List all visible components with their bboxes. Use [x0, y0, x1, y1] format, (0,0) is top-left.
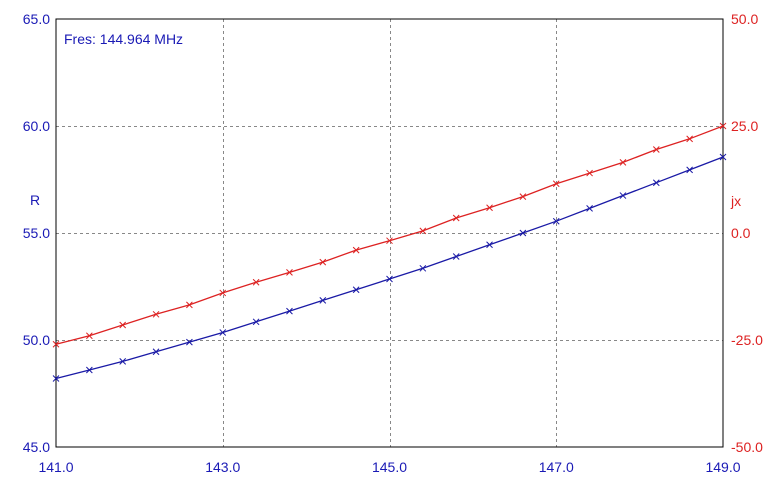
r-series-point — [719, 153, 727, 161]
series-layer — [52, 122, 727, 382]
jx-series-point — [186, 301, 193, 309]
left-tick-label: 55.0 — [23, 225, 50, 241]
jx-series-point — [386, 237, 393, 245]
left-tick-label: 50.0 — [23, 332, 50, 348]
right-tick-labels: -50.0 -25.0 0.0 25.0 50.0 — [731, 11, 763, 455]
jx-series-point — [519, 193, 527, 200]
r-series-point — [219, 329, 227, 336]
jx-series-point — [85, 332, 93, 340]
left-tick-label: 60.0 — [23, 118, 50, 134]
jx-series-point — [486, 204, 493, 212]
r-series-line — [55, 156, 724, 380]
r-series-point — [186, 338, 193, 346]
right-tick-label: 25.0 — [731, 118, 758, 134]
r-series-point — [152, 348, 160, 356]
r-series-point — [252, 318, 260, 326]
r-series-point — [619, 192, 627, 199]
grid-layer — [56, 19, 723, 447]
right-tick-label: -25.0 — [731, 332, 763, 348]
r-series-point — [119, 358, 127, 365]
x-tick-label: 143.0 — [205, 459, 240, 475]
jx-series-point — [319, 258, 327, 266]
r-series-point — [52, 375, 60, 382]
r-series-point — [386, 275, 393, 283]
jx-series-line — [55, 125, 724, 345]
r-series-point — [552, 217, 560, 225]
r-series-point — [319, 297, 327, 304]
r-series-point — [419, 264, 427, 272]
r-series-point — [652, 179, 660, 187]
jx-series-point — [586, 169, 593, 177]
jx-series-point — [119, 321, 127, 329]
x-tick-label: 147.0 — [539, 459, 574, 475]
r-series-point — [286, 307, 293, 315]
r-series-point — [519, 229, 527, 237]
r-series-point — [686, 166, 694, 174]
jx-series-point — [52, 340, 60, 348]
jx-series-point — [652, 146, 660, 153]
x-tick-label: 145.0 — [372, 459, 407, 475]
x-tick-labels: 141.0 143.0 145.0 147.0 149.0 — [38, 459, 740, 475]
x-tick-label: 149.0 — [705, 459, 740, 475]
jx-series-point — [352, 246, 360, 254]
right-axis-label: jx — [730, 193, 741, 209]
right-tick-label: -50.0 — [731, 439, 763, 455]
left-axis-label: R — [30, 192, 40, 208]
jx-series-point — [419, 227, 427, 235]
jx-series-point — [452, 214, 460, 222]
r-series-point — [586, 205, 593, 212]
jx-series-point — [686, 135, 694, 143]
jx-series-point — [552, 180, 560, 188]
right-tick-label: 0.0 — [731, 225, 751, 241]
x-tick-label: 141.0 — [38, 459, 73, 475]
left-tick-label: 45.0 — [23, 439, 50, 455]
fres-annotation: Fres: 144.964 MHz — [64, 31, 183, 47]
jx-series-point — [152, 310, 160, 318]
jx-series-point — [619, 159, 627, 166]
left-tick-label: 65.0 — [23, 11, 50, 27]
r-series-point — [452, 253, 460, 260]
r-series-point — [85, 366, 93, 374]
jx-series-point — [252, 278, 260, 286]
left-tick-labels: 45.0 50.0 55.0 60.0 65.0 — [23, 11, 50, 455]
jx-series-point — [719, 122, 727, 130]
r-series-point — [486, 241, 493, 249]
jx-series-point — [286, 269, 293, 276]
plot-frame — [55, 18, 724, 448]
right-tick-label: 50.0 — [731, 11, 758, 27]
r-series-point — [352, 286, 360, 294]
jx-series-point — [219, 289, 227, 297]
